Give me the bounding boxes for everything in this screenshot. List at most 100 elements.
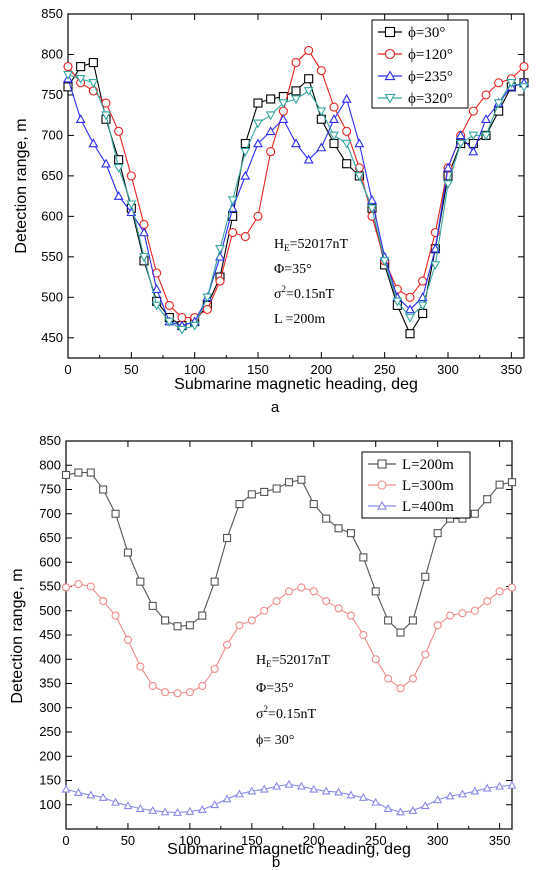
y-tick-label: 100 [39, 797, 61, 812]
data-point [481, 131, 491, 141]
data-point [470, 786, 480, 795]
data-point [342, 126, 352, 136]
data-point [111, 797, 120, 806]
data-point [421, 650, 430, 659]
x-tick-label: 300 [437, 362, 459, 377]
data-point [114, 155, 124, 165]
data-point [458, 789, 467, 798]
data-point [253, 138, 263, 148]
data-point [481, 90, 491, 100]
data-point [367, 204, 377, 214]
data-point [198, 611, 207, 620]
data-point [253, 98, 263, 108]
data-point [185, 688, 194, 697]
x-tick-label: 50 [124, 362, 138, 377]
data-point [227, 196, 238, 206]
y-tick-label: 500 [39, 603, 61, 618]
data-point [284, 587, 294, 596]
data-point [494, 78, 504, 88]
x-tick-label: 50 [121, 833, 135, 848]
data-point [359, 553, 368, 562]
data-point [481, 114, 491, 123]
data-point [329, 102, 339, 112]
data-point [291, 95, 301, 105]
legend-a-label-4: ϕ=320° [408, 91, 453, 107]
data-point [210, 577, 219, 586]
data-point [495, 480, 504, 489]
y-tick-label: 600 [41, 208, 63, 223]
data-point [173, 622, 182, 631]
series-2 [61, 580, 517, 698]
data-point [296, 781, 306, 790]
data-point [253, 119, 263, 129]
data-point [215, 276, 225, 286]
data-point [445, 791, 455, 800]
legend-b: L=200m L=300m L=400m [361, 451, 471, 519]
data-point [346, 611, 355, 620]
data-point [161, 688, 170, 697]
plot-frame-a [67, 13, 525, 359]
x-tick-label: 150 [247, 362, 269, 377]
data-point [63, 82, 73, 92]
data-point [519, 83, 529, 92]
data-point [455, 130, 466, 140]
legend-a-label-1: ϕ=30° [408, 25, 445, 41]
data-point [210, 800, 220, 809]
annotation-a-l: L =200m [274, 312, 325, 327]
data-point [354, 138, 365, 148]
data-point [215, 244, 225, 254]
data-point [358, 792, 368, 801]
legend-marker [384, 26, 396, 38]
data-point [303, 87, 314, 97]
data-point [396, 684, 405, 693]
annotation-b-phi-value: ϕ= 30° [256, 733, 294, 748]
data-point [88, 79, 99, 88]
data-point [228, 227, 238, 238]
panel-b: 0 50 100 150 200 250 300 350 100 150 200 250 300 350 4… [9, 433, 517, 870]
data-point [177, 325, 187, 335]
data-point [265, 126, 276, 136]
data-point [443, 180, 453, 190]
data-point [341, 139, 352, 149]
data-point [392, 297, 403, 307]
data-point [113, 190, 124, 200]
data-point [98, 792, 108, 801]
data-point [247, 616, 256, 625]
legend-marker [384, 70, 396, 81]
y-tick-label: 700 [41, 127, 63, 142]
data-point [291, 86, 301, 96]
annotation-a-sigma: σ2=0.15nT [274, 284, 334, 302]
annotation-b-sigma: σ2=0.15nT [256, 704, 316, 722]
x-tick-label: 200 [303, 833, 325, 848]
data-point [334, 604, 343, 613]
data-point [247, 490, 256, 499]
y-tick-label: 300 [39, 700, 61, 715]
data-point [88, 138, 99, 148]
data-point [160, 807, 170, 816]
data-point [99, 485, 108, 494]
data-point [177, 312, 187, 323]
x-tick-label: 300 [427, 833, 449, 848]
data-point [99, 596, 108, 606]
data-point [495, 781, 505, 790]
data-point [291, 138, 301, 148]
data-point [316, 107, 327, 117]
data-point [408, 616, 417, 625]
y-axis-title-b: Detection range, m [9, 568, 26, 703]
data-point [101, 158, 111, 168]
legend-b-label-1: L=200m [402, 457, 454, 473]
data-point [418, 276, 428, 286]
ticks-b: 0 50 100 150 200 250 300 350 100 150 200 250 300 350 4… [39, 433, 512, 848]
data-point [421, 572, 430, 581]
data-point [202, 293, 213, 303]
data-point [303, 154, 314, 164]
data-point [384, 616, 393, 625]
legend-a: ϕ=30° ϕ=120° ϕ=235° ϕ=320° [371, 19, 469, 109]
data-point [446, 611, 455, 620]
data-point [63, 62, 73, 72]
data-point [114, 126, 124, 136]
annotation-a-phi: Φ=35° [274, 262, 312, 277]
y-tick-label: 400 [39, 651, 61, 666]
data-point [371, 797, 381, 806]
